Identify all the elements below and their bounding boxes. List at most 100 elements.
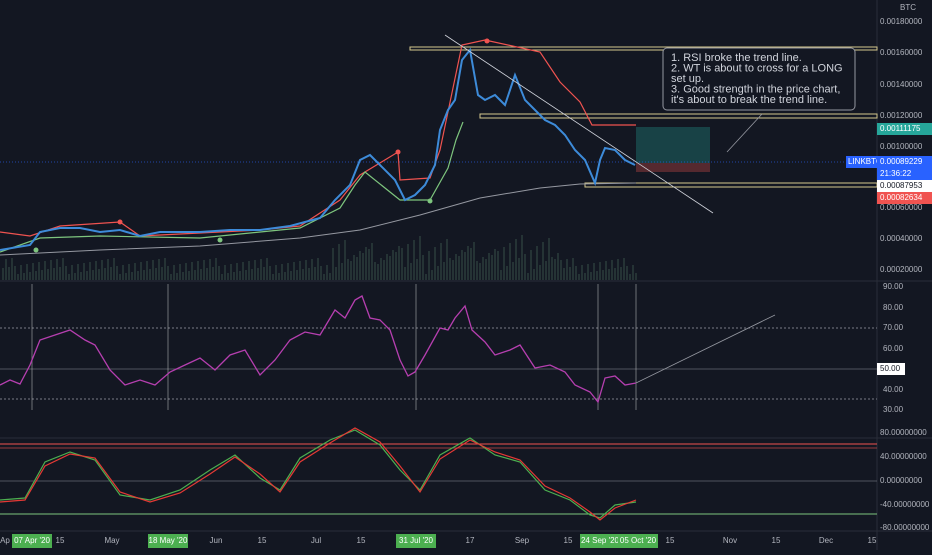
volume-bar xyxy=(92,270,94,280)
volume-bar xyxy=(281,264,283,280)
date-highlight xyxy=(12,534,52,548)
volume-bar xyxy=(443,262,445,280)
volume-bar xyxy=(2,268,4,280)
date-highlight xyxy=(396,534,436,548)
volume-bar xyxy=(233,272,235,280)
volume-bar xyxy=(473,242,475,280)
volume-bar xyxy=(77,264,79,280)
annotation-box xyxy=(662,47,856,111)
volume-bar xyxy=(515,239,517,280)
volume-bar xyxy=(86,271,88,280)
volume-bar xyxy=(440,243,442,280)
volume-bar xyxy=(566,259,568,280)
volume-bar xyxy=(170,274,172,280)
signal xyxy=(427,198,433,204)
volume-bar xyxy=(308,268,310,280)
volume-bar xyxy=(224,265,226,280)
volume-bar xyxy=(362,253,364,280)
volume-bar xyxy=(353,255,355,280)
volume-bar xyxy=(551,257,553,280)
volume-bar xyxy=(272,274,274,280)
annotation-line: 2. WT is about to cross for a LONG xyxy=(671,63,843,75)
volume-bar xyxy=(398,246,400,280)
volume-bar xyxy=(374,262,376,280)
volume-bar xyxy=(464,252,466,280)
volume-bar xyxy=(512,262,514,280)
price-badge xyxy=(877,192,932,204)
volume-bar xyxy=(131,272,133,280)
arrow xyxy=(635,314,776,384)
volume-bar xyxy=(404,267,406,280)
volume-bar xyxy=(167,266,169,280)
volume-bar xyxy=(137,271,139,280)
highlighted-date: 24 Sep '20 xyxy=(581,536,620,545)
volume-bar xyxy=(239,271,241,280)
volume-bar xyxy=(191,262,193,280)
volume-bar xyxy=(101,260,103,280)
target-zone xyxy=(636,127,710,163)
volume-bar xyxy=(287,263,289,280)
volume-bar xyxy=(527,273,529,280)
volume-bar xyxy=(509,243,511,280)
volume-bar xyxy=(269,266,271,280)
signal xyxy=(217,237,223,243)
volume-bar xyxy=(590,272,592,280)
volume xyxy=(2,235,637,280)
volume-bar xyxy=(20,265,22,280)
date-label: Nov xyxy=(723,536,737,545)
trend-line xyxy=(444,34,714,214)
date-label: Dec xyxy=(819,536,833,545)
volume-bar xyxy=(428,251,430,280)
volume-bar xyxy=(251,269,253,280)
rsi-tick: 40.00 xyxy=(883,385,904,394)
volume-bar xyxy=(446,239,448,280)
volume-bar xyxy=(260,259,262,280)
volume-bar xyxy=(422,255,424,280)
date-label: May xyxy=(104,536,119,545)
volume-bar xyxy=(254,260,256,280)
volume-bar xyxy=(635,273,637,280)
date-label: Ap xyxy=(0,536,10,545)
volume-bar xyxy=(155,268,157,280)
volume-bar xyxy=(581,265,583,280)
price-badge xyxy=(877,168,932,180)
volume-bar xyxy=(587,264,589,280)
rsi-tick: 30.00 xyxy=(883,405,904,414)
supertrend-up xyxy=(0,121,464,253)
volume-bar xyxy=(80,272,82,280)
annotation-line: 1. RSI broke the trend line. xyxy=(671,52,802,64)
volume-bar xyxy=(476,261,478,280)
volume-bar xyxy=(506,266,508,280)
volume-bar xyxy=(257,268,259,280)
highlighted-date: 31 Jul '20 xyxy=(399,536,434,545)
volume-bar xyxy=(449,258,451,280)
volume-bar xyxy=(305,260,307,280)
volume-bar xyxy=(518,258,520,280)
volume-bar xyxy=(152,260,154,280)
sma xyxy=(0,182,637,256)
volume-bar xyxy=(200,269,202,280)
volume-bar xyxy=(215,258,217,280)
volume-bar xyxy=(32,263,34,280)
volume-bar xyxy=(392,250,394,280)
price-tick: 0.00100000 xyxy=(880,142,923,151)
volume-bar xyxy=(563,268,565,280)
volume-bar xyxy=(389,256,391,280)
volume-bar xyxy=(623,258,625,280)
volume-bar xyxy=(602,270,604,280)
volume-bar xyxy=(467,246,469,280)
wt-tick: 80.00000000 xyxy=(880,428,927,437)
volume-bar xyxy=(89,262,91,280)
signal xyxy=(33,247,39,253)
volume-bar xyxy=(494,249,496,280)
volume-bar xyxy=(290,271,292,280)
volume-bar xyxy=(188,271,190,280)
volume-bar xyxy=(365,247,367,280)
volume-bar xyxy=(209,259,211,280)
volume-bar xyxy=(83,263,85,280)
date-label: 15 xyxy=(868,536,877,545)
date-label: 15 xyxy=(666,536,675,545)
volume-bar xyxy=(458,256,460,280)
volume-bar xyxy=(230,264,232,280)
